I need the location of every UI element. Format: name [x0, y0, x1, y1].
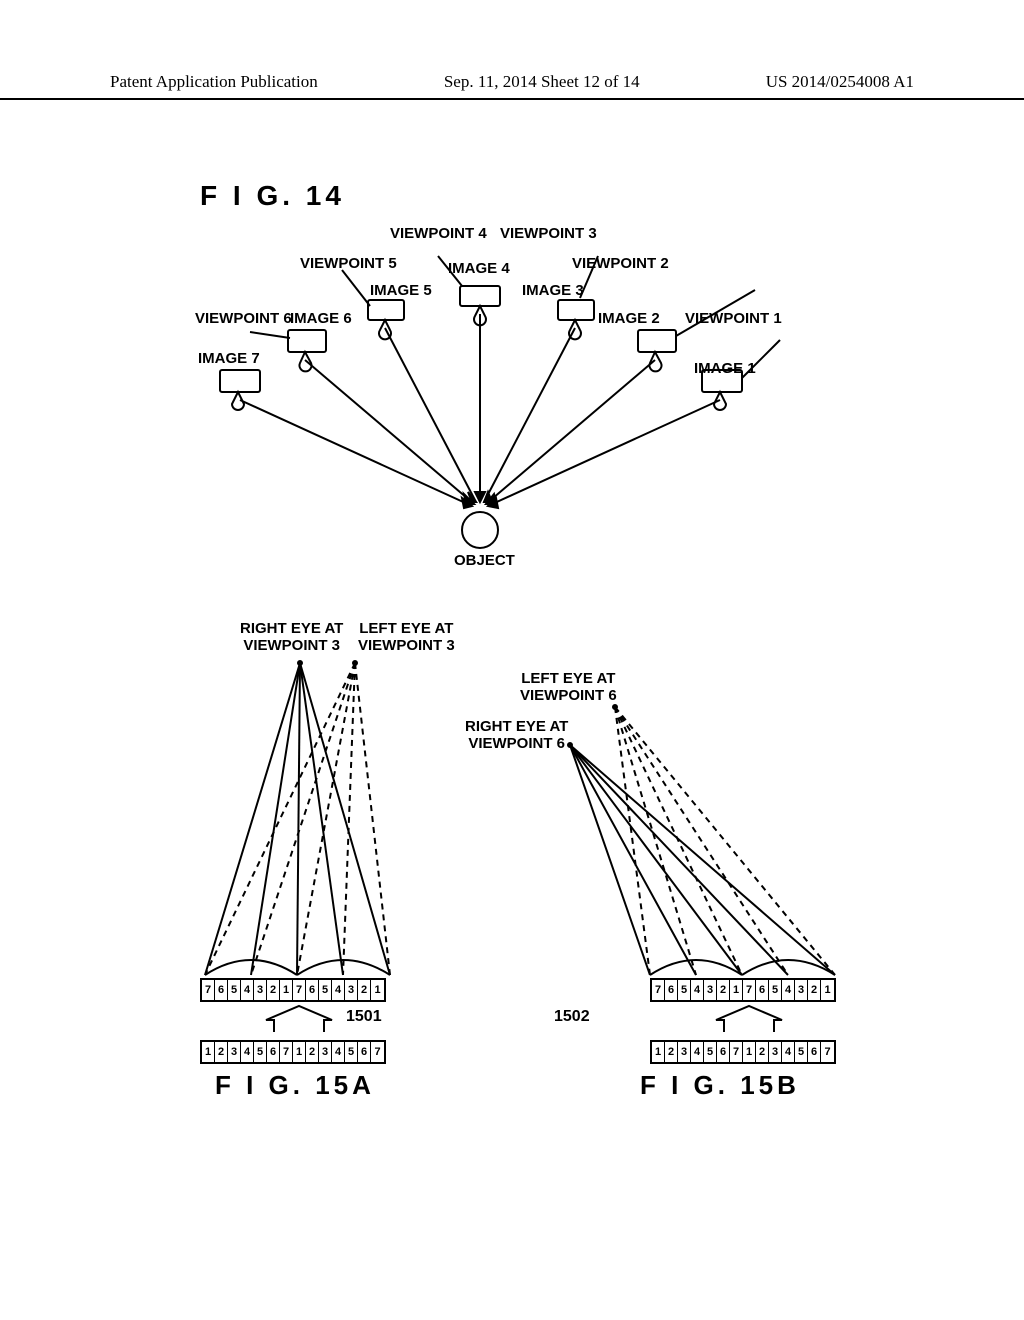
pixel-cell: 7	[821, 1042, 834, 1062]
pixel-cell: 5	[228, 980, 241, 1000]
fig15b-diagram	[480, 645, 860, 1025]
figure-area: F I G. 14	[0, 170, 1024, 1220]
pixel-cell: 4	[241, 980, 254, 1000]
pixel-cell: 2	[267, 980, 280, 1000]
pixel-cell: 7	[371, 1042, 384, 1062]
fig15b-arrow-icon	[714, 1002, 784, 1042]
fig14-img3: IMAGE 3	[522, 282, 584, 299]
pixel-cell: 4	[691, 980, 704, 1000]
pixel-cell: 6	[756, 980, 769, 1000]
fig15a-pixel-row-forward: 12345671234567	[200, 1040, 386, 1064]
fig15a-arrow-icon	[264, 1002, 334, 1042]
fig14-vp2: VIEWPOINT 2	[572, 255, 669, 272]
pixel-cell: 6	[665, 980, 678, 1000]
fig14-vp6: VIEWPOINT 6	[195, 310, 292, 327]
fig14-vp5: VIEWPOINT 5	[300, 255, 397, 272]
pixel-cell: 6	[717, 1042, 730, 1062]
fig14-img6: IMAGE 6	[290, 310, 352, 327]
pixel-cell: 1	[821, 980, 834, 1000]
pixel-cell: 3	[795, 980, 808, 1000]
fig15b-pixel-row-forward: 12345671234567	[650, 1040, 836, 1064]
pixel-cell: 3	[704, 980, 717, 1000]
pixel-cell: 1	[730, 980, 743, 1000]
pixel-cell: 4	[691, 1042, 704, 1062]
fig14-vp4: VIEWPOINT 4	[390, 225, 487, 242]
pixel-cell: 4	[782, 1042, 795, 1062]
pixel-cell: 5	[795, 1042, 808, 1062]
fig14-vp1: VIEWPOINT 1	[685, 310, 782, 327]
fig15a-diagram	[185, 645, 445, 1025]
pixel-cell: 4	[782, 980, 795, 1000]
fig15a-pixel-row-reversed: 76543217654321	[200, 978, 386, 1002]
pixel-cell: 2	[717, 980, 730, 1000]
pixel-cell: 5	[704, 1042, 717, 1062]
pixel-cell: 1	[202, 1042, 215, 1062]
pixel-cell: 5	[345, 1042, 358, 1062]
pixel-cell: 4	[332, 980, 345, 1000]
pixel-cell: 5	[319, 980, 332, 1000]
fig15b-pixel-row-reversed: 76543217654321	[650, 978, 836, 1002]
pixel-cell: 3	[345, 980, 358, 1000]
pixel-cell: 4	[241, 1042, 254, 1062]
pixel-cell: 5	[254, 1042, 267, 1062]
pixel-cell: 3	[678, 1042, 691, 1062]
pixel-cell: 2	[665, 1042, 678, 1062]
fig14-img4: IMAGE 4	[448, 260, 510, 277]
header-center: Sep. 11, 2014 Sheet 12 of 14	[444, 72, 640, 92]
fig15b-title: F I G. 15B	[640, 1070, 800, 1101]
fig14-img2: IMAGE 2	[598, 310, 660, 327]
fig14-img5: IMAGE 5	[370, 282, 432, 299]
fig15a-title: F I G. 15A	[215, 1070, 375, 1101]
fig14-diagram	[160, 210, 860, 610]
pixel-cell: 6	[808, 1042, 821, 1062]
pixel-cell: 7	[730, 1042, 743, 1062]
pixel-cell: 2	[358, 980, 371, 1000]
pixel-cell: 3	[319, 1042, 332, 1062]
pixel-cell: 5	[678, 980, 691, 1000]
pixel-cell: 7	[293, 980, 306, 1000]
pixel-cell: 6	[215, 980, 228, 1000]
pixel-cell: 6	[358, 1042, 371, 1062]
pixel-cell: 1	[743, 1042, 756, 1062]
fig14-img1: IMAGE 1	[694, 360, 756, 377]
pixel-cell: 4	[332, 1042, 345, 1062]
fig14-object-label: OBJECT	[454, 552, 515, 569]
fig14-vp3: VIEWPOINT 3	[500, 225, 597, 242]
fig14-img7: IMAGE 7	[198, 350, 260, 367]
pixel-cell: 7	[280, 1042, 293, 1062]
pixel-cell: 1	[371, 980, 384, 1000]
pixel-cell: 3	[769, 1042, 782, 1062]
pixel-cell: 7	[652, 980, 665, 1000]
fig15a-refnum: 1501	[346, 1008, 382, 1026]
header-left: Patent Application Publication	[110, 72, 318, 92]
pixel-cell: 7	[202, 980, 215, 1000]
fig15b-refnum: 1502	[554, 1008, 590, 1026]
pixel-cell: 2	[215, 1042, 228, 1062]
pixel-cell: 2	[808, 980, 821, 1000]
page-header: Patent Application Publication Sep. 11, …	[0, 72, 1024, 100]
fig14-title: F I G. 14	[200, 180, 345, 212]
pixel-cell: 6	[306, 980, 319, 1000]
pixel-cell: 5	[769, 980, 782, 1000]
pixel-cell: 2	[306, 1042, 319, 1062]
pixel-cell: 1	[652, 1042, 665, 1062]
pixel-cell: 2	[756, 1042, 769, 1062]
pixel-cell: 3	[228, 1042, 241, 1062]
pixel-cell: 3	[254, 980, 267, 1000]
header-right: US 2014/0254008 A1	[766, 72, 914, 92]
pixel-cell: 1	[280, 980, 293, 1000]
pixel-cell: 6	[267, 1042, 280, 1062]
pixel-cell: 1	[293, 1042, 306, 1062]
pixel-cell: 7	[743, 980, 756, 1000]
